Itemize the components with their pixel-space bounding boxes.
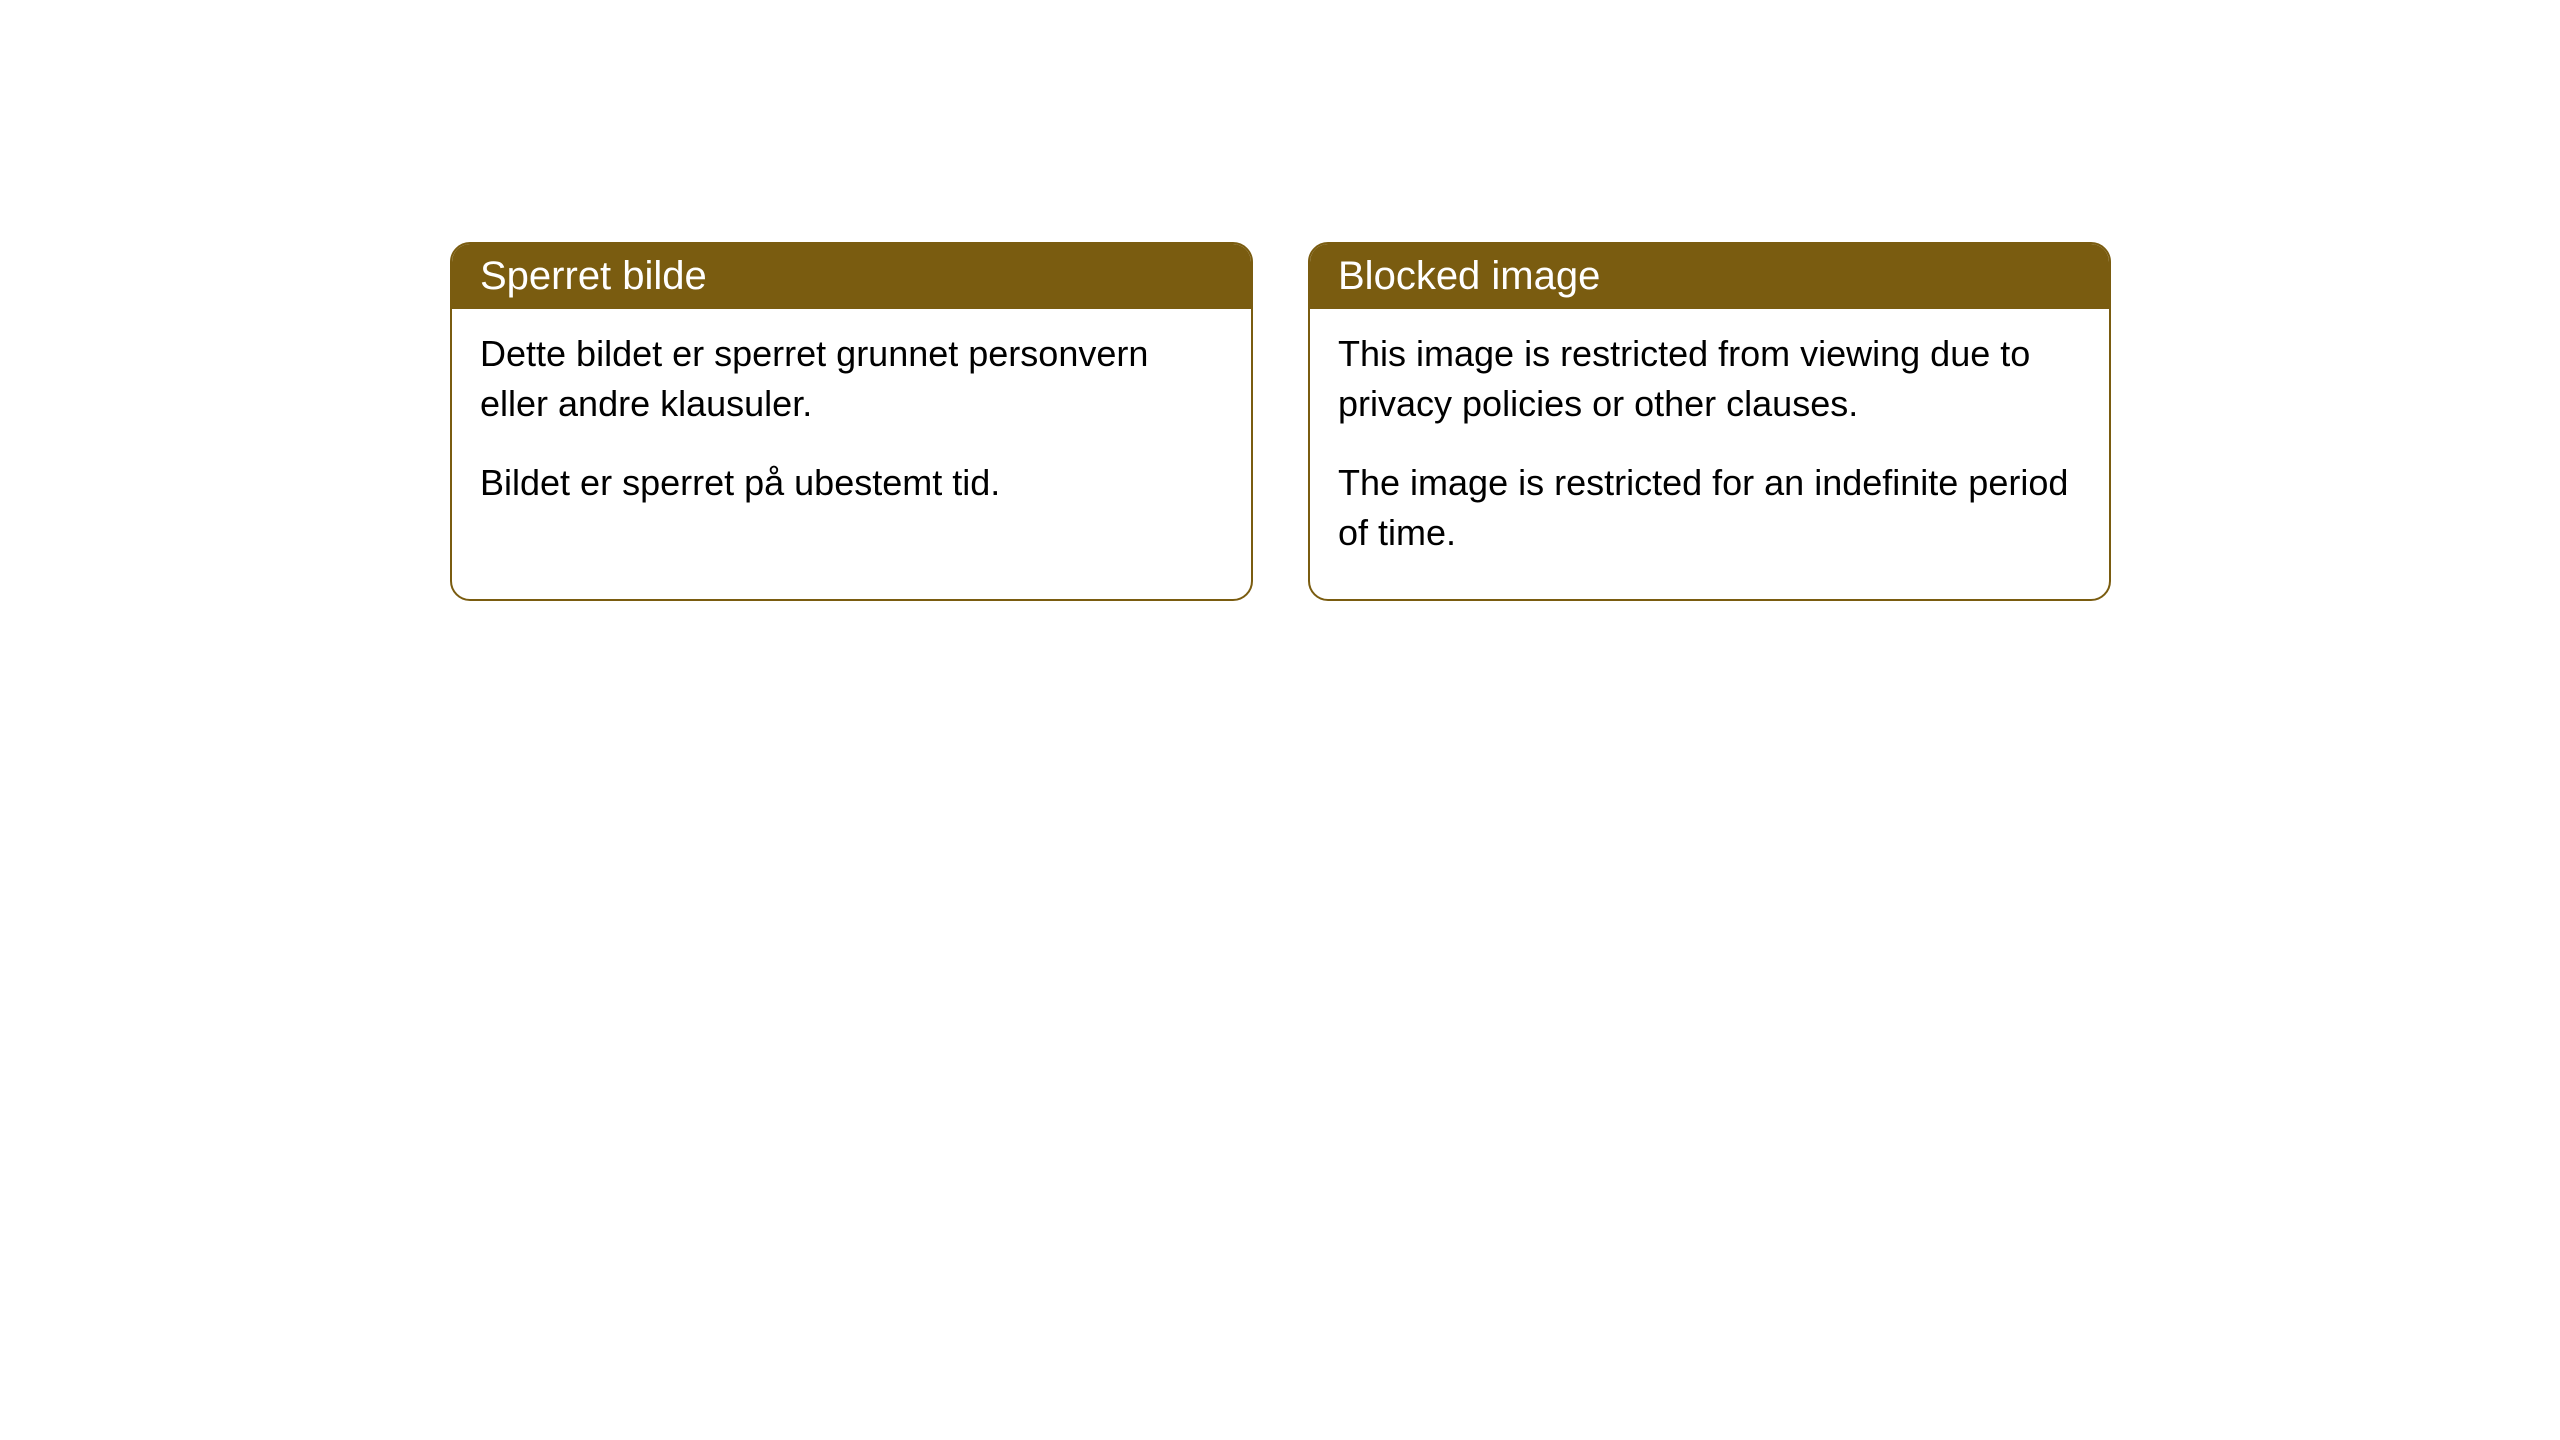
card-norwegian: Sperret bilde Dette bildet er sperret gr… (450, 242, 1253, 601)
card-text-1: Dette bildet er sperret grunnet personve… (480, 329, 1223, 430)
card-text-2: Bildet er sperret på ubestemt tid. (480, 458, 1223, 508)
card-header-norwegian: Sperret bilde (452, 244, 1251, 309)
card-body-english: This image is restricted from viewing du… (1310, 309, 2109, 599)
card-english: Blocked image This image is restricted f… (1308, 242, 2111, 601)
card-body-norwegian: Dette bildet er sperret grunnet personve… (452, 309, 1251, 548)
cards-container: Sperret bilde Dette bildet er sperret gr… (0, 0, 2560, 601)
card-text-1: This image is restricted from viewing du… (1338, 329, 2081, 430)
card-header-english: Blocked image (1310, 244, 2109, 309)
card-text-2: The image is restricted for an indefinit… (1338, 458, 2081, 559)
